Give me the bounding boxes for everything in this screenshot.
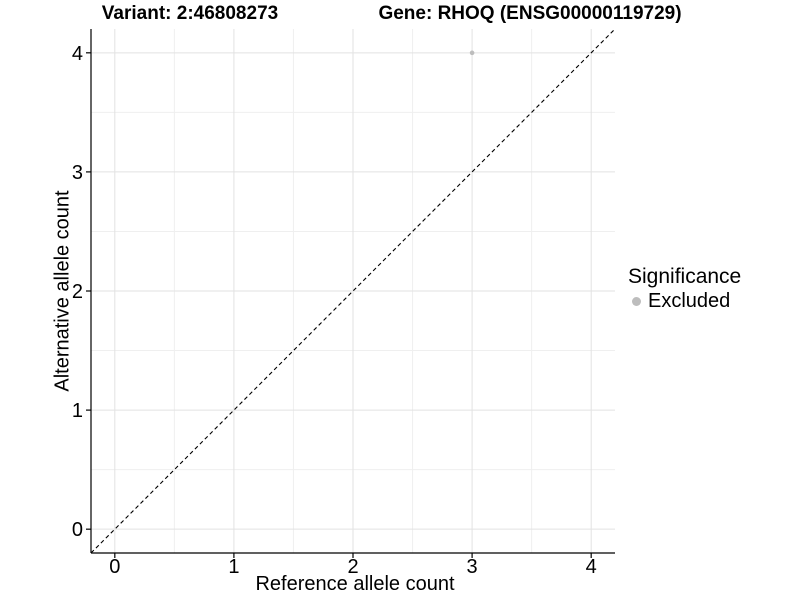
y-tick-label: 2 <box>72 281 83 303</box>
x-tick-label: 3 <box>467 556 478 578</box>
y-tick-label: 3 <box>72 162 83 184</box>
legend: Significance Excluded <box>628 266 741 312</box>
legend-item-excluded: Excluded <box>628 290 741 312</box>
data-point-excluded <box>469 50 475 56</box>
plot-title-gene: Gene: RHOQ (ENSG00000119729) <box>378 3 682 24</box>
plot-title-variant: Variant: 2:46808273 <box>101 3 279 24</box>
x-tick-label: 2 <box>347 556 358 578</box>
y-tick-label: 4 <box>72 43 83 65</box>
y-tick-label: 1 <box>72 400 83 422</box>
legend-title: Significance <box>628 265 742 288</box>
y-tick-label: 0 <box>72 519 83 541</box>
y-axis-title: Alternative allele count <box>51 190 74 392</box>
identity-line <box>90 28 616 554</box>
x-tick-label: 1 <box>228 556 239 578</box>
legend-point-icon <box>632 296 641 306</box>
legend-item-label: Excluded <box>648 289 731 312</box>
x-tick-label: 0 <box>109 556 120 578</box>
x-tick-label: 4 <box>586 556 597 578</box>
x-axis-title: Reference allele count <box>255 573 455 595</box>
